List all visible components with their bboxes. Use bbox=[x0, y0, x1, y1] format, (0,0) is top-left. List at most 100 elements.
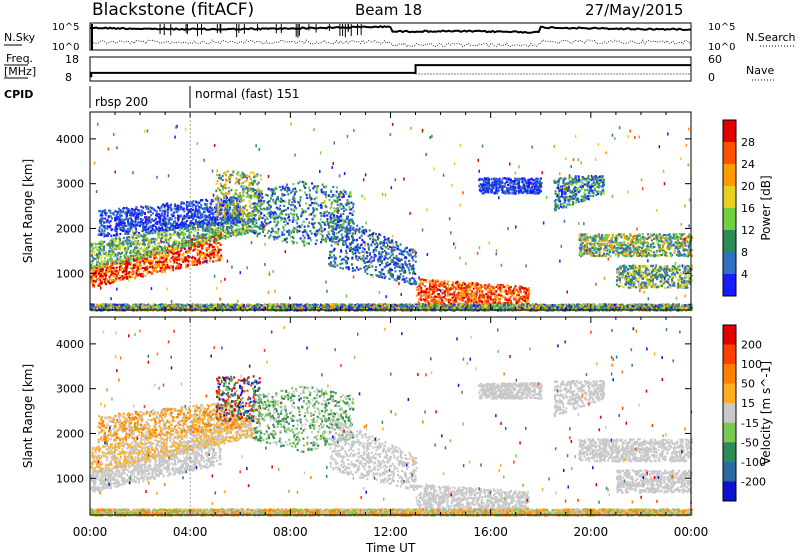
power-cell bbox=[163, 241, 166, 244]
power-cell bbox=[227, 202, 230, 205]
power-cell bbox=[224, 237, 227, 240]
power-cell bbox=[168, 267, 171, 270]
power-cell bbox=[126, 227, 129, 230]
power-cell bbox=[302, 234, 305, 237]
power-cell bbox=[243, 212, 246, 215]
power-cell bbox=[487, 299, 490, 302]
power-cell bbox=[221, 235, 224, 238]
power-cell bbox=[407, 252, 410, 255]
power-cell bbox=[168, 228, 171, 231]
power-cell bbox=[292, 208, 295, 211]
power-cell bbox=[299, 237, 302, 240]
power-cell bbox=[338, 226, 341, 229]
power-cell bbox=[201, 199, 204, 202]
power-cell bbox=[231, 231, 234, 234]
power-cell bbox=[399, 273, 402, 276]
power-cell bbox=[144, 274, 147, 277]
power-cell bbox=[133, 224, 136, 227]
power-cell bbox=[94, 270, 97, 273]
power-cell bbox=[124, 269, 127, 272]
power-cell bbox=[132, 210, 135, 213]
power-cell bbox=[428, 281, 431, 284]
power-cell bbox=[225, 231, 228, 234]
power-cell bbox=[162, 263, 165, 266]
power-cell bbox=[385, 238, 388, 241]
power-cell bbox=[127, 224, 130, 227]
power-cell bbox=[315, 196, 318, 199]
power-cell bbox=[423, 292, 426, 296]
power-cell bbox=[165, 233, 168, 236]
power-cell bbox=[129, 214, 132, 217]
power-cell bbox=[262, 230, 265, 234]
power-cell bbox=[157, 235, 160, 238]
power-cell bbox=[222, 233, 224, 236]
power-cell bbox=[369, 253, 372, 257]
power-cell bbox=[122, 225, 125, 228]
power-cell bbox=[238, 178, 241, 181]
power-cell bbox=[449, 299, 452, 302]
power-cell bbox=[420, 298, 423, 301]
power-cell bbox=[383, 258, 386, 261]
power-cell bbox=[148, 262, 151, 265]
power-cell bbox=[170, 233, 173, 236]
power-cell bbox=[99, 266, 102, 269]
power-cell bbox=[133, 208, 136, 211]
power-cell bbox=[194, 245, 197, 248]
power-cell bbox=[185, 228, 188, 232]
power-cell bbox=[129, 212, 131, 215]
power-cell bbox=[187, 264, 190, 267]
power-cell bbox=[335, 190, 338, 193]
power-cell bbox=[337, 219, 340, 222]
power-cell bbox=[357, 268, 360, 271]
power-cell bbox=[235, 205, 238, 208]
power-cell bbox=[347, 200, 350, 203]
power-cell bbox=[102, 245, 105, 249]
power-cell bbox=[186, 200, 189, 204]
power-cell bbox=[137, 274, 140, 277]
power-cell bbox=[349, 226, 352, 229]
nsky-strip-frame bbox=[89, 22, 692, 51]
power-cell bbox=[517, 300, 520, 303]
power-cell bbox=[154, 253, 157, 256]
power-cell bbox=[476, 288, 479, 291]
power-cell bbox=[331, 195, 334, 198]
power-cell bbox=[333, 219, 336, 222]
power-cell bbox=[290, 191, 292, 194]
power-cell bbox=[410, 248, 413, 251]
power-cell bbox=[143, 263, 146, 266]
power-cell bbox=[159, 216, 161, 219]
power-cell bbox=[401, 267, 404, 270]
power-cell bbox=[187, 255, 190, 258]
power-cell bbox=[258, 204, 260, 207]
power-cell bbox=[145, 257, 148, 260]
power-cell bbox=[163, 223, 166, 226]
power-cell bbox=[119, 226, 122, 230]
power-cell bbox=[128, 271, 131, 274]
power-cell bbox=[229, 217, 231, 220]
power-cell bbox=[228, 214, 231, 217]
power-cell bbox=[191, 255, 194, 258]
power-cell bbox=[433, 296, 436, 300]
power-cell bbox=[513, 291, 516, 294]
power-cell bbox=[261, 217, 264, 220]
power-cell bbox=[122, 262, 125, 265]
power-cell bbox=[299, 226, 302, 229]
power-cell bbox=[262, 202, 265, 205]
power-cell bbox=[525, 291, 527, 294]
power-cell bbox=[196, 233, 199, 236]
power-cell bbox=[358, 227, 361, 230]
power-cell bbox=[260, 207, 263, 210]
power-cell bbox=[152, 212, 154, 215]
power-cell bbox=[352, 236, 354, 239]
power-cell bbox=[194, 236, 197, 239]
power-cell bbox=[375, 232, 377, 236]
power-cell bbox=[238, 198, 241, 201]
power-cell bbox=[313, 221, 316, 225]
power-cell bbox=[164, 210, 167, 213]
power-cell bbox=[228, 176, 231, 180]
power-cell bbox=[394, 270, 397, 273]
power-cell bbox=[92, 283, 95, 286]
power-cell bbox=[101, 270, 104, 274]
power-cell bbox=[90, 266, 93, 269]
power-cell bbox=[119, 242, 122, 245]
